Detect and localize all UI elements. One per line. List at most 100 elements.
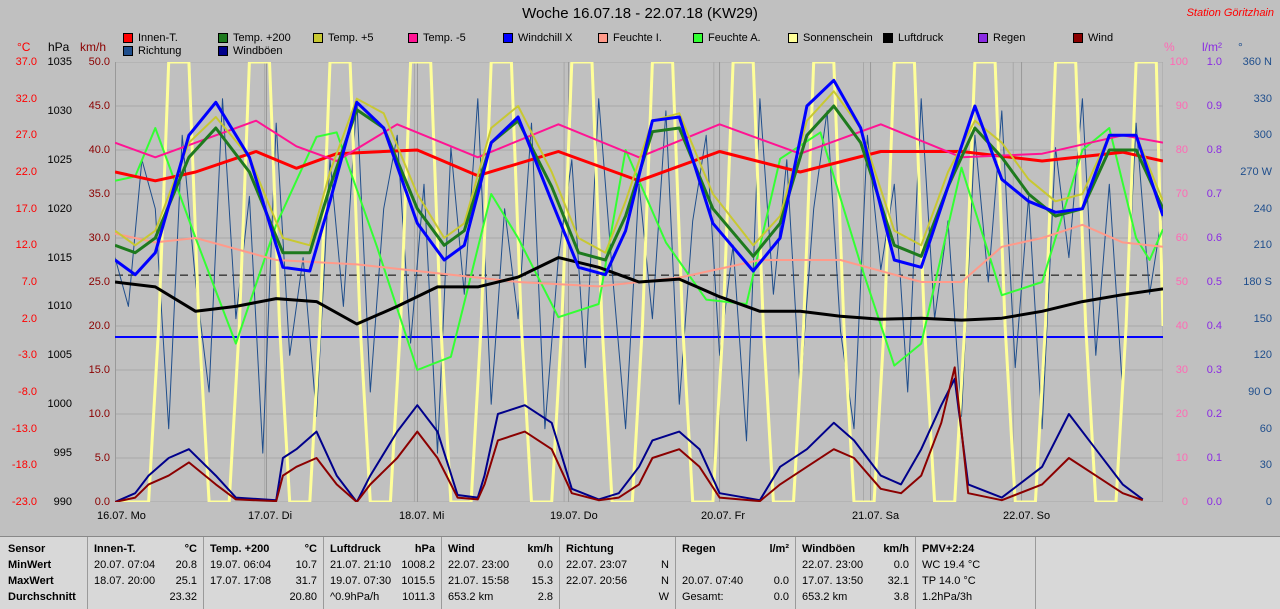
table-row: 1.2hPa/3h [916,589,1035,605]
rain-axis-unit: l/m² [1202,40,1222,54]
hum-axis-tick: 90 [1175,100,1188,112]
speed-axis-tick: 10.0 [88,408,110,420]
legend-label: Regen [993,32,1026,44]
speed-axis-tick: 40.0 [88,144,110,156]
cell-value: 1008.2 [401,559,435,571]
press-axis-tick: 1020 [47,202,72,215]
column-header: Regen [682,543,716,555]
table-row: 20.07. 07:40 0.0 [676,573,795,589]
cell-value: N [661,559,669,571]
column-header: PMV+2:24 [922,543,975,555]
table-row: 22.07. 23:07 N [560,557,675,573]
rain-axis-tick: 0.0 [1206,496,1222,508]
legend-label: Temp. -5 [423,32,466,44]
speed-axis-tick: 20.0 [88,320,110,332]
table-row: Gesamt: 0.0 [676,589,795,605]
row-label: Durchschnitt [8,591,76,603]
cell-label: 22.07. 23:00 [802,559,864,571]
legend-label: Temp. +5 [328,32,374,44]
table-row: 20.07. 07:04 20.8 [88,557,203,573]
cell-value: 3.8 [893,591,909,603]
press-axis-tick: 1025 [47,153,72,166]
column-unit: °C [304,543,317,555]
x-tick-label: 17.07. Di [248,510,293,522]
cell-label: 1.2hPa/3h [922,591,973,603]
column-unit: l/m² [769,543,789,555]
table-column: Windböen km/h 22.07. 23:00 0.0 17.07. 13:50 3… [796,537,916,609]
hum-axis-tick: 70 [1175,188,1188,200]
cell-value: 2.8 [537,591,553,603]
temp-axis-tick: -8.0 [18,386,37,398]
table-row: WC 19.4 °C [916,557,1035,573]
legend-label: Feuchte I. [613,32,662,44]
press-axis-tick: 1010 [47,300,72,313]
cell-value: 10.7 [295,559,317,571]
cell-label: 22.07. 23:07 [566,559,628,571]
series-temp-200 [115,104,1163,262]
cell-label: 22.07. 23:00 [448,559,510,571]
table-header-row: Regen l/m² [676,541,795,557]
column-unit: °C [184,543,197,555]
dir-axis-unit: ° [1238,40,1243,54]
column-header: Innen-T. [94,543,136,555]
temp-axis-tick: 7.0 [21,276,37,288]
table-column: Luftdruck hPa 21.07. 21:10 1008.2 19.07. 07:… [324,537,442,609]
chart-title: Woche 16.07.18 - 22.07.18 (KW29) [522,5,758,22]
cell-value: 25.1 [175,575,197,587]
series-sonnenschein [115,62,1163,502]
rain-axis-tick: 0.7 [1206,188,1222,200]
legend-swatch [123,46,133,56]
series-wind [115,366,1144,502]
table-row: 23.32 [88,589,203,605]
cell-value: N [661,575,669,587]
table-column: Wind km/h 22.07. 23:00 0.0 21.07. 15:58 15.3 6… [442,537,560,609]
column-header: Windböen [802,543,856,555]
temp-axis-tick: 37.0 [15,56,37,68]
table-row: MaxWert [0,573,87,589]
press-axis-tick: 1030 [47,104,72,117]
legend-swatch [313,33,323,43]
temp-axis-tick: 32.0 [15,92,37,105]
x-tick-label: 22.07. So [1003,510,1051,522]
cell-label: WC 19.4 °C [922,559,981,571]
legend-label: Luftdruck [898,32,944,44]
hum-axis-tick: 40 [1175,320,1188,332]
legend-swatch [598,33,608,43]
press-axis-tick: 990 [53,496,72,508]
hum-axis-tick: 100 [1169,56,1188,68]
press-axis-unit: hPa [48,40,70,54]
series-luftdruck [115,256,1163,326]
column-unit: km/h [883,543,909,555]
x-tick-label: 19.07. Do [550,510,598,522]
temp-axis-tick: -13.0 [11,422,37,435]
legend-swatch [123,33,133,43]
table-row: 17.07. 17:08 31.7 [204,573,323,589]
temp-axis-unit: °C [17,40,31,54]
speed-axis-tick: 50.0 [88,56,110,68]
table-row: Durchschnitt [0,589,87,605]
temp-axis-tick: 27.0 [15,129,37,142]
rain-axis-tick: 1.0 [1206,56,1222,68]
series-temp-5 [115,119,1163,162]
dir-axis-tick: 270 W [1240,166,1272,178]
table-header-row: Richtung [560,541,675,557]
speed-axis-tick: 5.0 [94,452,110,464]
cell-value: 31.7 [295,575,317,587]
rain-axis-tick: 0.5 [1206,276,1222,288]
dir-axis-tick: 60 [1259,422,1272,435]
table-row: 22.07. 20:56 N [560,573,675,589]
dir-axis-tick: 0 [1265,496,1272,508]
x-tick-label: 16.07. Mo [97,510,146,522]
hum-axis-tick: 20 [1175,408,1188,420]
legend-swatch [978,33,988,43]
legend-label: Wind [1088,32,1114,44]
dir-axis-tick: 300 [1253,129,1272,142]
temp-axis-tick: 17.0 [15,202,37,215]
table-row: 18.07. 20:00 25.1 [88,573,203,589]
cell-label: ^0.9hPa/h [330,591,380,603]
legend-swatch [883,33,893,43]
cell-label: 653.2 km [448,591,494,603]
table-row: 22.07. 23:00 0.0 [796,557,915,573]
temp-axis-tick: 12.0 [15,239,37,252]
table-header-row: Sensor [8,543,46,555]
